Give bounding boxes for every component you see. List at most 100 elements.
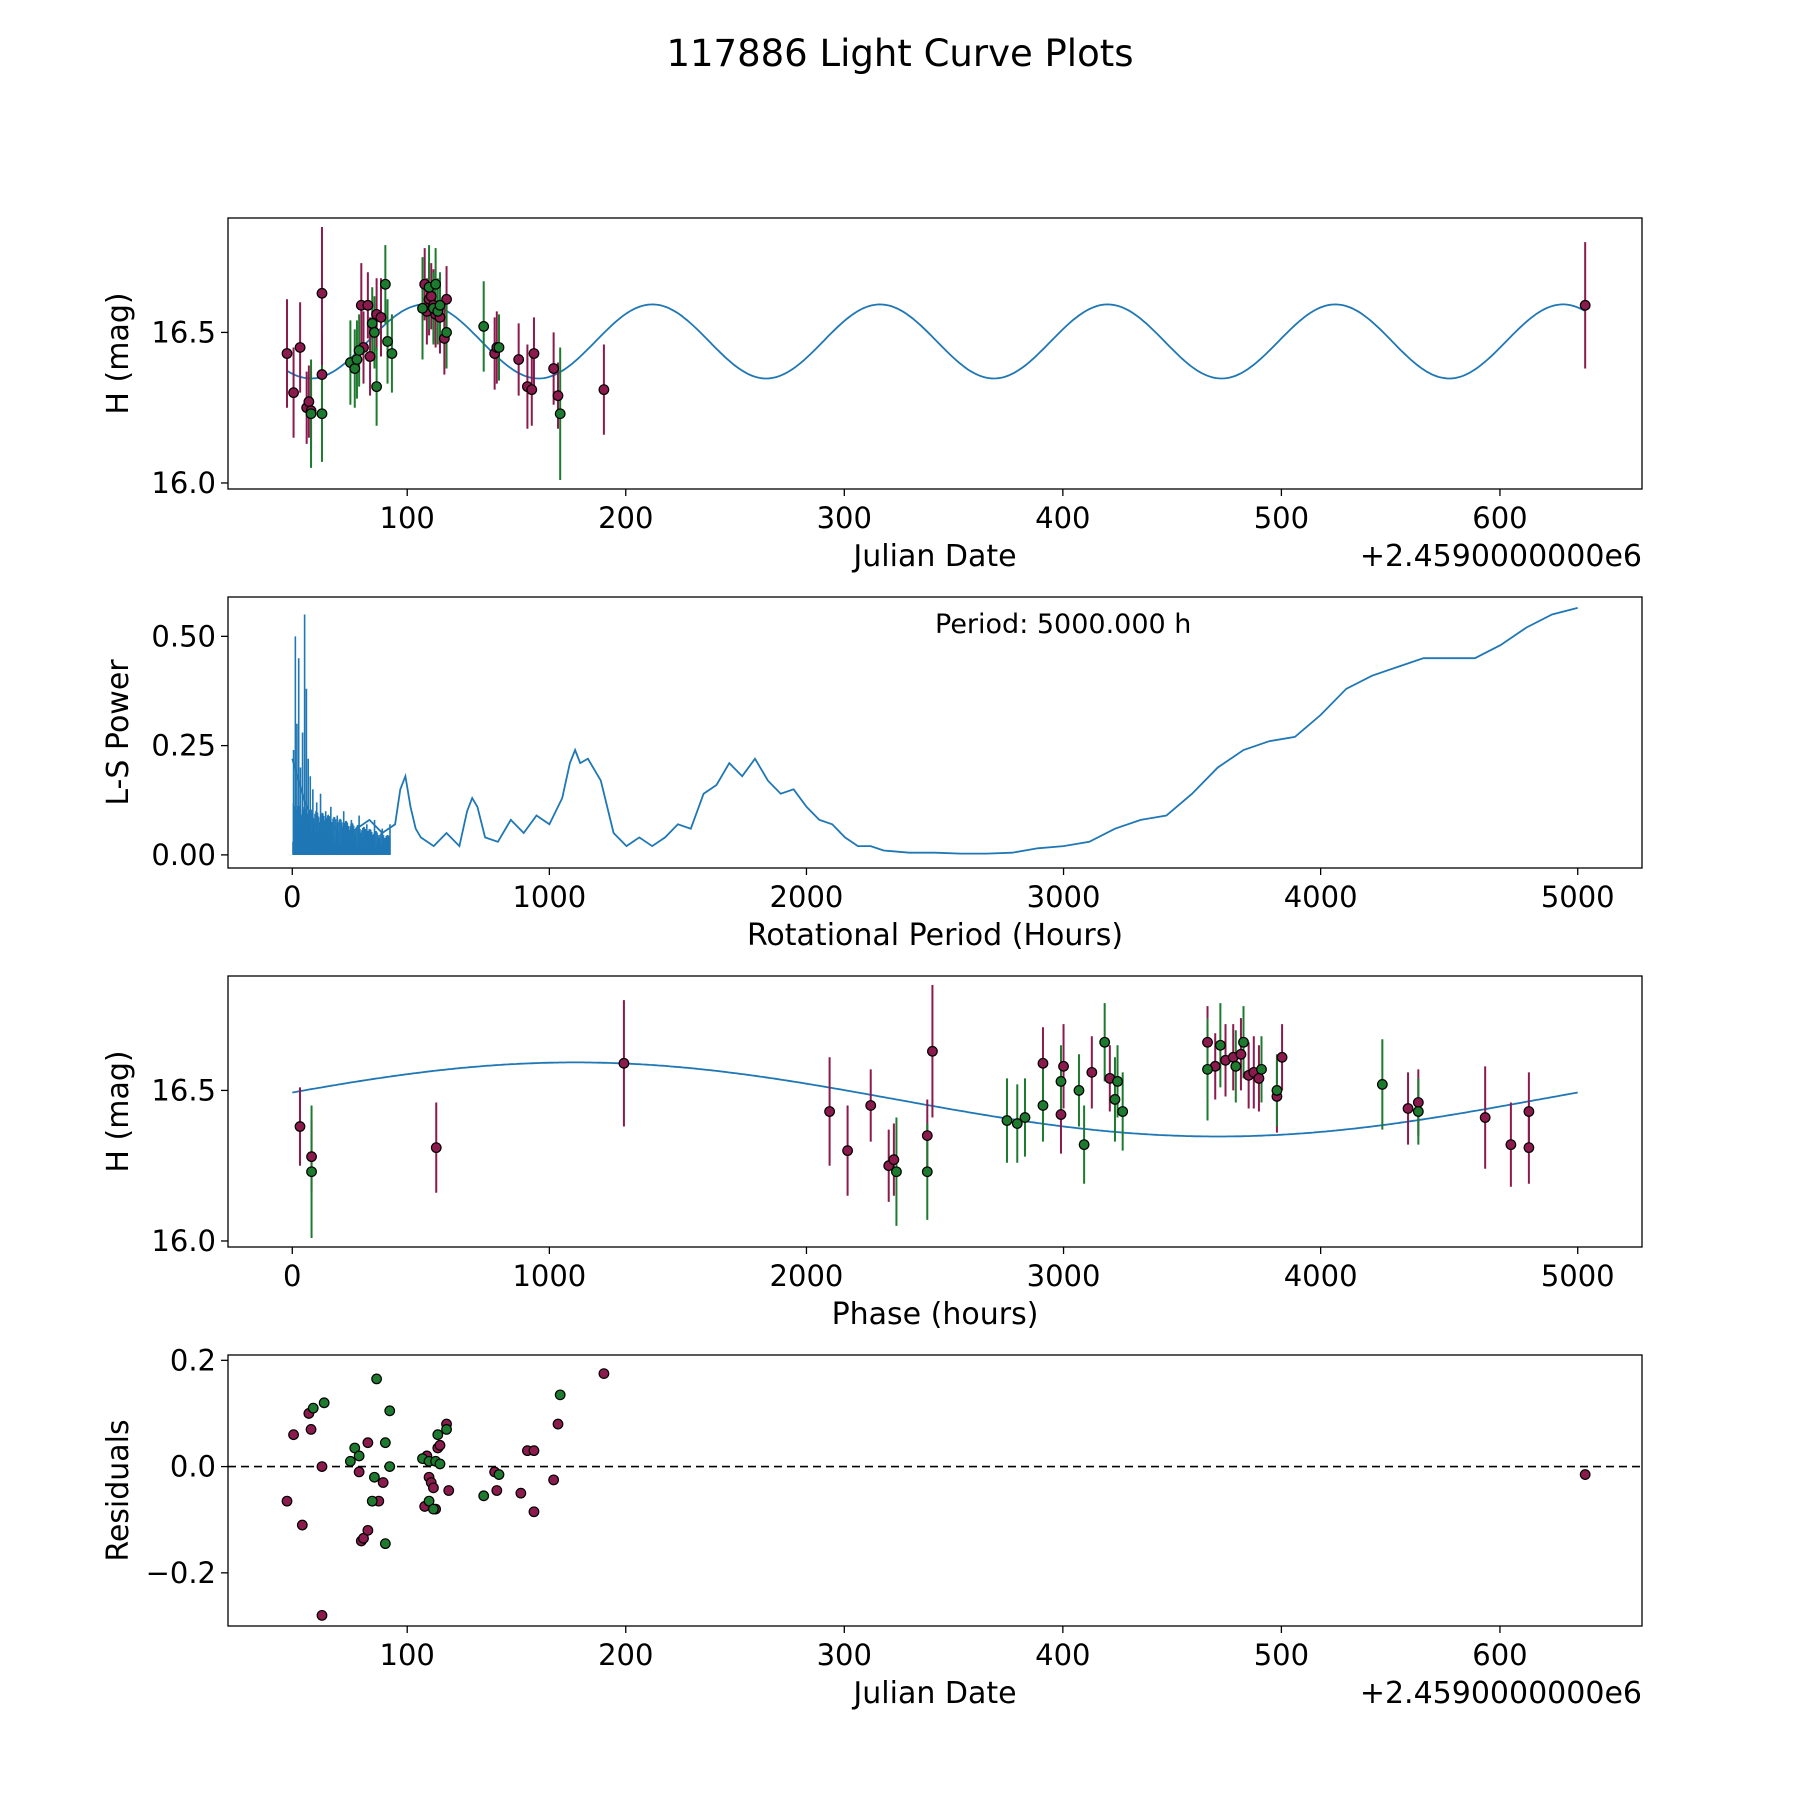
data-point: [526, 384, 538, 396]
data-point: [1055, 1109, 1067, 1120]
axes-frame: [227, 596, 1643, 869]
data-point: [618, 1057, 630, 1069]
x-offset-label: +2.4590000000e6: [1360, 539, 1642, 574]
data-point: [1376, 1078, 1388, 1090]
y-tick-label: 16.5: [151, 1073, 216, 1107]
data-point: [379, 278, 391, 290]
figure-title: 117886 Light Curve Plots: [666, 32, 1133, 75]
data-point: [528, 1506, 540, 1518]
x-tick-label: 0: [283, 1259, 301, 1293]
data-point: [307, 1402, 319, 1414]
data-point: [369, 327, 380, 338]
data-point: [362, 299, 374, 311]
y-axis-label: H (mag): [101, 1050, 136, 1172]
x-tick-label: 3000: [1027, 880, 1101, 914]
x-tick-label: 600: [1472, 1638, 1527, 1672]
data-point: [478, 1490, 490, 1502]
x-tick-label: 3000: [1027, 1259, 1101, 1293]
data-point: [384, 1405, 396, 1417]
data-point: [366, 317, 378, 329]
data-point: [351, 354, 363, 365]
data-point: [548, 1474, 560, 1486]
data-point: [1109, 1094, 1121, 1105]
data-point: [865, 1100, 877, 1111]
data-point: [598, 1368, 610, 1379]
x-tick-label: 2000: [770, 1259, 844, 1293]
data-point: [1256, 1063, 1267, 1075]
data-point: [382, 336, 393, 347]
x-tick-label: 1000: [512, 880, 586, 914]
data-point: [316, 1609, 328, 1621]
data-point: [375, 311, 387, 323]
y-tick-label: 0.50: [151, 619, 216, 653]
y-axis-label: Residuals: [101, 1419, 136, 1561]
x-tick-label: 100: [380, 501, 435, 535]
data-point: [515, 1487, 527, 1499]
data-point: [281, 1495, 293, 1507]
y-tick-label: 0.25: [151, 729, 216, 763]
data-point: [552, 1418, 564, 1430]
data-point: [921, 1130, 933, 1141]
data-point: [842, 1145, 853, 1157]
data-point: [441, 293, 452, 305]
data-point: [362, 1437, 374, 1449]
x-tick-label: 4000: [1284, 1259, 1358, 1293]
model-fit-curve: [292, 1061, 1578, 1138]
data-point: [1019, 1112, 1031, 1123]
data-point: [891, 1166, 902, 1178]
data-point: [353, 1466, 365, 1478]
data-point: [1523, 1142, 1535, 1154]
data-point: [386, 348, 398, 359]
x-offset-label: +2.4590000000e6: [1360, 1676, 1642, 1711]
y-tick-label: 0.0: [170, 1450, 216, 1484]
data-point: [428, 1482, 439, 1494]
data-point: [428, 1503, 439, 1515]
data-point: [294, 342, 306, 353]
data-point: [554, 408, 566, 420]
y-tick-label: 16.0: [151, 466, 216, 500]
data-point: [384, 1461, 396, 1472]
data-point: [1117, 1106, 1129, 1117]
axes-frame: [227, 217, 1643, 490]
data-point: [425, 290, 437, 302]
x-axis-label: Julian Date: [851, 539, 1016, 574]
axes-frame: [227, 1354, 1643, 1627]
light-curve-panel: 100 200 300 400 500 600 16.0 16.5 Julian Date H (…: [101, 217, 1643, 574]
data-point: [1099, 1036, 1111, 1048]
data-point: [296, 1519, 308, 1531]
x-tick-label: 200: [598, 1638, 653, 1672]
x-tick-label: 400: [1035, 1638, 1090, 1672]
data-point: [921, 1166, 933, 1178]
data-point: [441, 1423, 452, 1435]
data-point: [434, 299, 446, 311]
data-point: [316, 369, 328, 380]
x-tick-label: 5000: [1541, 880, 1615, 914]
y-axis-label: L-S Power: [101, 659, 136, 806]
data-point: [366, 1495, 378, 1507]
x-tick-label: 500: [1254, 1638, 1309, 1672]
data-point: [1037, 1100, 1049, 1111]
data-point: [430, 278, 442, 290]
data-point: [316, 1461, 328, 1472]
data-point: [1086, 1066, 1098, 1078]
data-point: [554, 1389, 566, 1401]
x-tick-label: 1000: [512, 1259, 586, 1293]
data-point: [1214, 1039, 1226, 1051]
data-point: [1202, 1063, 1213, 1075]
data-point: [1073, 1085, 1085, 1096]
data-point: [349, 363, 361, 374]
data-point: [288, 1429, 299, 1441]
data-point: [1253, 1072, 1265, 1084]
data-point: [379, 1437, 391, 1449]
data-point: [493, 342, 505, 353]
data-point: [443, 1485, 455, 1496]
data-point: [491, 1485, 503, 1496]
data-point: [371, 381, 383, 393]
data-point: [316, 408, 328, 420]
x-axis-label: Phase (hours): [832, 1297, 1039, 1332]
data-point: [434, 1439, 446, 1451]
data-point: [1523, 1106, 1535, 1117]
data-point: [1402, 1103, 1414, 1114]
x-tick-label: 300: [817, 501, 872, 535]
